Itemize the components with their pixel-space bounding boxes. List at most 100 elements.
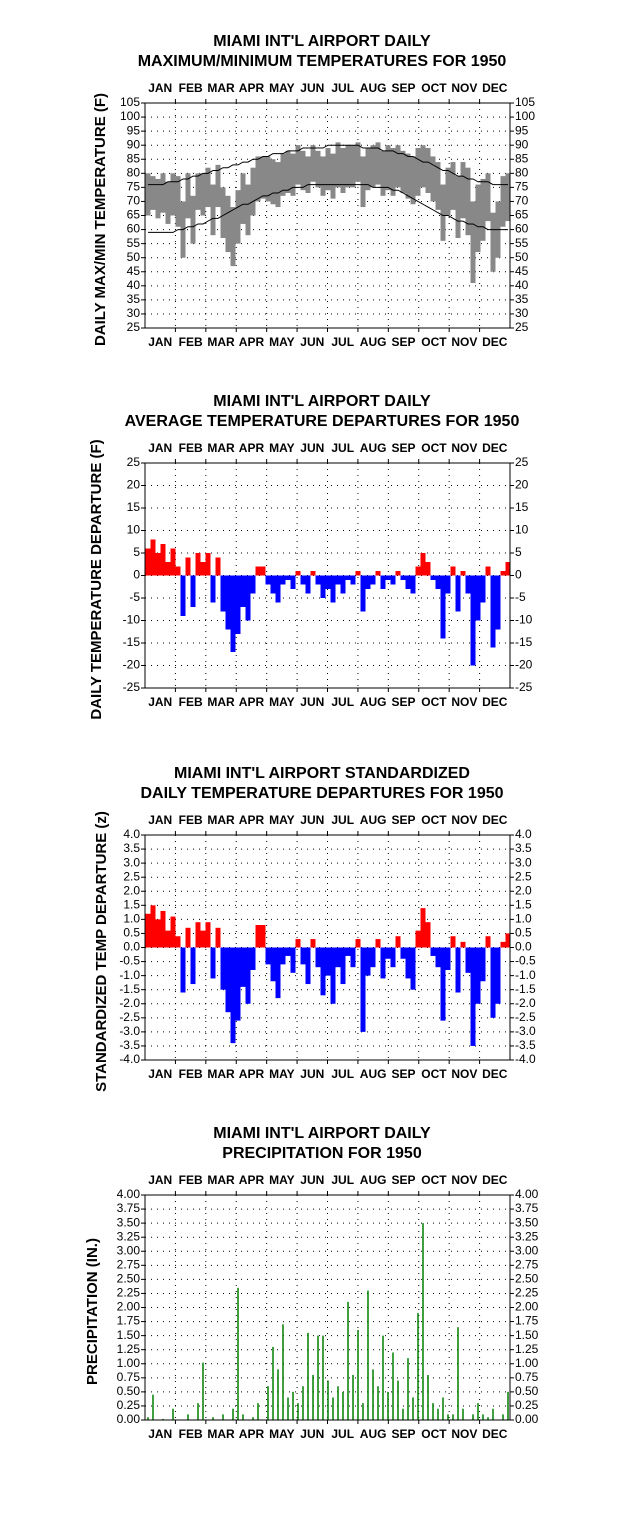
departure-bar bbox=[360, 575, 366, 612]
y-tick-label: -3.0 bbox=[515, 1024, 536, 1038]
temp-range-bar bbox=[345, 145, 351, 188]
temp-range-bar bbox=[395, 145, 401, 188]
precip-bar bbox=[162, 1418, 164, 1420]
precip-bar bbox=[417, 1313, 419, 1420]
month-label: JUN bbox=[300, 1173, 324, 1187]
departure-bar bbox=[440, 947, 446, 1021]
departure-bar bbox=[415, 930, 421, 948]
y-tick-label: 1.75 bbox=[515, 1314, 539, 1328]
month-label: JUN bbox=[300, 695, 324, 709]
y-tick-label: 3.25 bbox=[515, 1229, 539, 1243]
departure-bar bbox=[175, 566, 181, 576]
y-tick-label: 50 bbox=[127, 250, 141, 264]
y-tick-label: 3.5 bbox=[123, 841, 140, 855]
y-tick-label: 0.75 bbox=[515, 1370, 539, 1384]
temp-range-bar bbox=[405, 153, 411, 199]
month-label: AUG bbox=[360, 335, 387, 349]
month-label: MAR bbox=[207, 335, 235, 349]
temp-range-bar bbox=[370, 145, 376, 188]
y-tick-label: 10 bbox=[127, 523, 141, 537]
y-tick-label: -5 bbox=[129, 590, 140, 604]
departure-bar bbox=[325, 947, 331, 976]
month-label: OCT bbox=[421, 81, 447, 95]
departure-bar bbox=[190, 575, 196, 607]
month-label: JUN bbox=[300, 1427, 324, 1441]
precip-bar bbox=[487, 1417, 489, 1420]
temp-range-bar bbox=[240, 173, 246, 224]
temp-range-bar bbox=[385, 145, 391, 191]
y-tick-label: 2.75 bbox=[117, 1257, 141, 1271]
departure-bar bbox=[275, 575, 281, 603]
y-tick-label: -2.0 bbox=[119, 996, 140, 1010]
y-tick-label: 100 bbox=[120, 109, 140, 123]
y-tick-label: 95 bbox=[515, 123, 529, 137]
departure-bar bbox=[220, 947, 226, 990]
temp-range-bar bbox=[235, 190, 241, 244]
y-tick-label: -5 bbox=[515, 590, 526, 604]
month-label: JAN bbox=[148, 1427, 172, 1441]
month-label: NOV bbox=[451, 335, 477, 349]
y-tick-label: 1.0 bbox=[515, 912, 532, 926]
temp-range-bar bbox=[450, 162, 456, 210]
y-tick-label: 15 bbox=[515, 500, 529, 514]
y-tick-label: -10 bbox=[123, 613, 141, 627]
temp-range-bar bbox=[430, 156, 436, 202]
departure-bar bbox=[370, 575, 376, 585]
y-tick-label: -15 bbox=[515, 635, 533, 649]
precip-bar bbox=[507, 1391, 509, 1420]
y-tick-label: -3.5 bbox=[515, 1038, 536, 1052]
temp-range-bar bbox=[315, 150, 321, 188]
y-tick-label: 5 bbox=[515, 545, 522, 559]
month-label: SEP bbox=[392, 1067, 416, 1081]
departure-bar bbox=[405, 575, 411, 589]
departure-bar bbox=[420, 908, 426, 948]
departure-bar bbox=[215, 927, 221, 948]
departure-bar bbox=[430, 575, 436, 580]
precip-bar bbox=[372, 1369, 374, 1420]
precip-bar bbox=[367, 1290, 369, 1420]
temp-range-bar bbox=[210, 184, 216, 236]
departure-bar bbox=[330, 947, 336, 1004]
month-label: JUN bbox=[300, 1067, 324, 1081]
y-tick-label: 2.0 bbox=[123, 883, 140, 897]
chart-title: MIAMI INT'L AIRPORT DAILY bbox=[213, 1125, 431, 1142]
y-tick-label: 75 bbox=[127, 180, 141, 194]
month-label: DEC bbox=[482, 441, 508, 455]
month-label: MAY bbox=[269, 1067, 295, 1081]
precip-bar bbox=[337, 1386, 339, 1420]
temp-range-bar bbox=[400, 150, 406, 193]
departure-bar bbox=[245, 575, 251, 621]
month-label: MAY bbox=[269, 335, 295, 349]
y-tick-label: 4.0 bbox=[515, 827, 532, 841]
precip-bar bbox=[427, 1375, 429, 1420]
y-tick-label: 105 bbox=[515, 95, 535, 109]
temp-range-bar bbox=[455, 176, 461, 238]
y-tick-label: 75 bbox=[515, 180, 529, 194]
y-tick-label: 105 bbox=[120, 95, 140, 109]
month-label: MAR bbox=[207, 441, 235, 455]
departure-bar bbox=[215, 557, 221, 576]
month-label: APR bbox=[239, 335, 265, 349]
departure-bar bbox=[400, 575, 406, 580]
month-label: NOV bbox=[451, 81, 477, 95]
chart-title: MIAMI INT'L AIRPORT STANDARDIZED bbox=[174, 765, 470, 782]
month-label: MAR bbox=[207, 695, 235, 709]
departure-bar bbox=[405, 947, 411, 979]
departure-bar bbox=[165, 562, 171, 576]
y-tick-label: 45 bbox=[127, 264, 141, 278]
y-tick-label: -0.5 bbox=[515, 954, 536, 968]
departure-bar bbox=[455, 947, 461, 993]
month-label: SEP bbox=[392, 695, 416, 709]
temp-range-bar bbox=[480, 178, 486, 241]
departure-bar bbox=[150, 905, 156, 948]
departure-bar bbox=[200, 930, 206, 948]
month-label: DEC bbox=[482, 335, 508, 349]
precip-bar bbox=[502, 1414, 504, 1420]
month-label: SEP bbox=[392, 81, 416, 95]
y-tick-label: -2.5 bbox=[515, 1010, 536, 1024]
chart-title: AVERAGE TEMPERATURE DEPARTURES FOR 1950 bbox=[125, 413, 520, 430]
departure-bar bbox=[185, 557, 191, 576]
y-tick-label: 1.00 bbox=[117, 1356, 141, 1370]
departure-bar bbox=[245, 947, 251, 1004]
temp-range-bar bbox=[485, 173, 491, 222]
